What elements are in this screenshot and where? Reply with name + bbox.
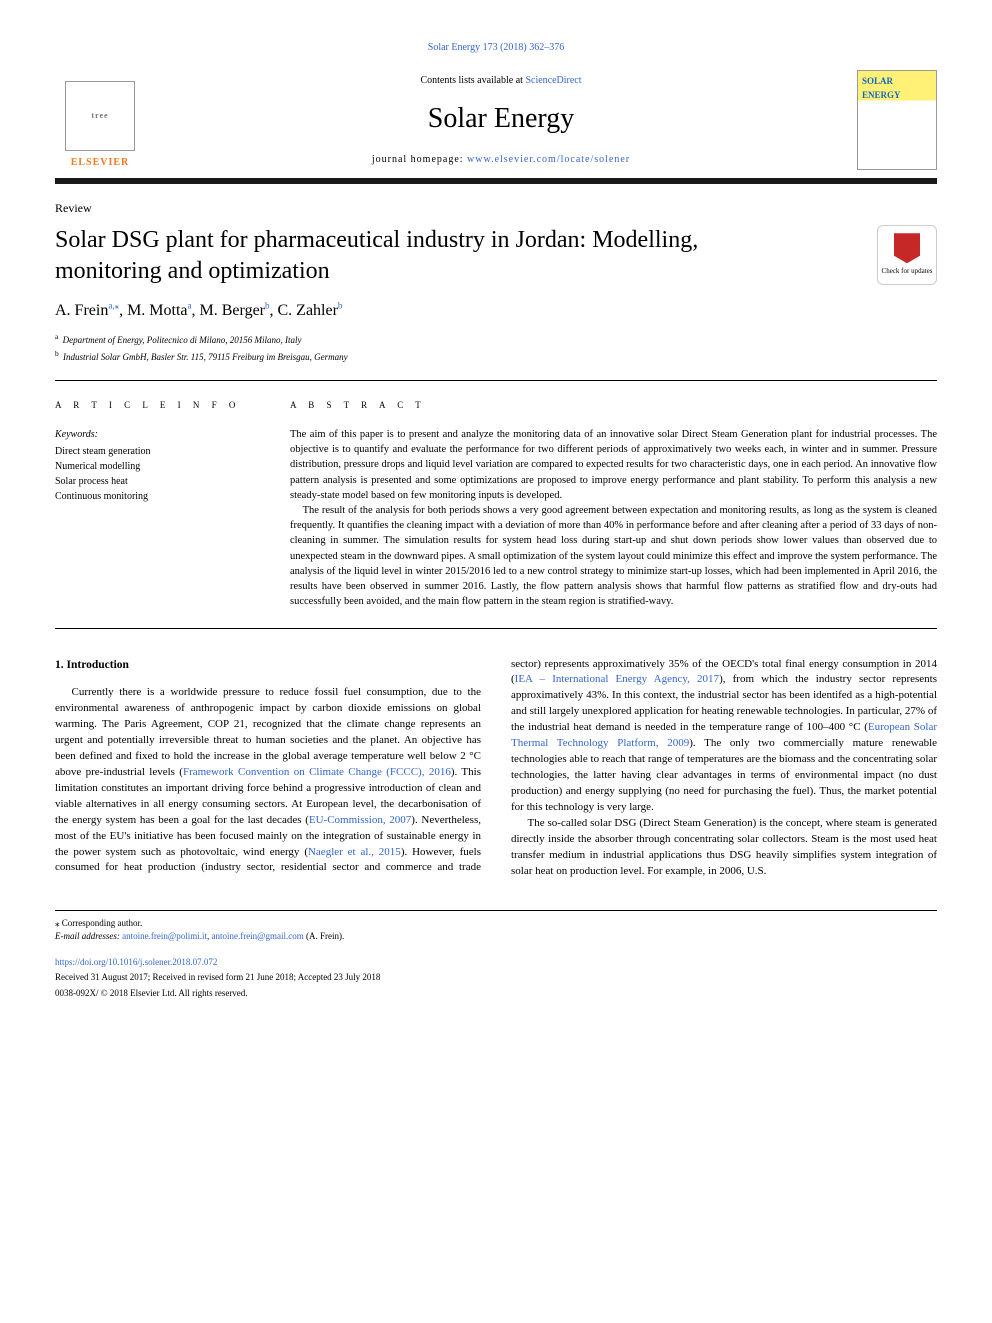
header-divider xyxy=(55,178,937,184)
ref-iea-2017[interactable]: IEA – International Energy Agency, 2017 xyxy=(515,673,719,685)
journal-header: tree ELSEVIER Contents lists available a… xyxy=(55,70,937,170)
keywords-list: Direct steam generation Numerical modell… xyxy=(55,444,255,504)
elsevier-label: ELSEVIER xyxy=(71,155,130,170)
ref-naegler-2015[interactable]: Naegler et al., 2015 xyxy=(308,846,401,858)
journal-cover-thumb: SOLAR ENERGY xyxy=(857,70,937,170)
article-title: Solar DSG plant for pharmaceutical indus… xyxy=(55,225,795,287)
copyright-line: 0038-092X/ © 2018 Elsevier Ltd. All righ… xyxy=(55,987,937,1001)
keyword: Continuous monitoring xyxy=(55,489,255,504)
article-type: Review xyxy=(55,199,937,217)
authors-line: A. Freina,⁎, M. Mottaa, M. Bergerb, C. Z… xyxy=(55,299,937,323)
footnotes: ⁎ Corresponding author. E-mail addresses… xyxy=(55,910,937,944)
check-updates-badge[interactable]: Check for updates xyxy=(877,225,937,285)
corresponding-author: ⁎ Corresponding author. xyxy=(55,917,937,931)
keywords-label: Keywords: xyxy=(55,427,255,442)
abstract-text: The aim of this paper is to present and … xyxy=(290,427,937,610)
intro-p2: The so-called solar DSG (Direct Steam Ge… xyxy=(511,816,937,880)
abstract-column: A B S T R A C T The aim of this paper is… xyxy=(290,399,937,609)
ref-eu-commission-2007[interactable]: EU-Commission, 2007 xyxy=(309,814,411,826)
abstract-heading: A B S T R A C T xyxy=(290,399,937,413)
received-line: Received 31 August 2017; Received in rev… xyxy=(55,971,937,985)
keyword: Direct steam generation xyxy=(55,444,255,459)
article-info-heading: A R T I C L E I N F O xyxy=(55,399,255,413)
email-2[interactable]: antoine.frein@gmail.com xyxy=(211,931,303,941)
keyword: Numerical modelling xyxy=(55,459,255,474)
abstract-p2: The result of the analysis for both peri… xyxy=(290,503,937,610)
affiliations: a Department of Energy, Politecnico di M… xyxy=(55,331,937,364)
elsevier-logo: tree ELSEVIER xyxy=(55,70,145,170)
homepage-line: journal homepage: www.elsevier.com/locat… xyxy=(145,152,857,167)
keyword: Solar process heat xyxy=(55,474,255,489)
contents-line: Contents lists available at ScienceDirec… xyxy=(145,73,857,88)
email-line: E-mail addresses: antoine.frein@polimi.i… xyxy=(55,930,937,944)
article-info-column: A R T I C L E I N F O Keywords: Direct s… xyxy=(55,399,255,609)
doi-link[interactable]: https://doi.org/10.1016/j.solener.2018.0… xyxy=(55,957,217,967)
ref-fccc-2016[interactable]: Framework Convention on Climate Change (… xyxy=(183,766,451,778)
email-1[interactable]: antoine.frein@polimi.it xyxy=(122,931,207,941)
affiliation-a: a Department of Energy, Politecnico di M… xyxy=(55,331,937,348)
doi-line: https://doi.org/10.1016/j.solener.2018.0… xyxy=(55,956,937,970)
sciencedirect-link[interactable]: ScienceDirect xyxy=(525,75,581,86)
body-two-column: 1. Introduction Currently there is a wor… xyxy=(55,657,937,880)
top-citation: Solar Energy 173 (2018) 362–376 xyxy=(55,40,937,55)
journal-homepage-link[interactable]: www.elsevier.com/locate/solener xyxy=(467,154,630,165)
affiliation-b: b Industrial Solar GmbH, Basler Str. 115… xyxy=(55,348,937,365)
intro-heading: 1. Introduction xyxy=(55,657,481,674)
journal-name: Solar Energy xyxy=(145,98,857,140)
abstract-p1: The aim of this paper is to present and … xyxy=(290,427,937,503)
rule-below-abstract xyxy=(55,628,937,629)
elsevier-tree-icon: tree xyxy=(65,81,135,151)
bookmark-check-icon xyxy=(894,233,920,263)
